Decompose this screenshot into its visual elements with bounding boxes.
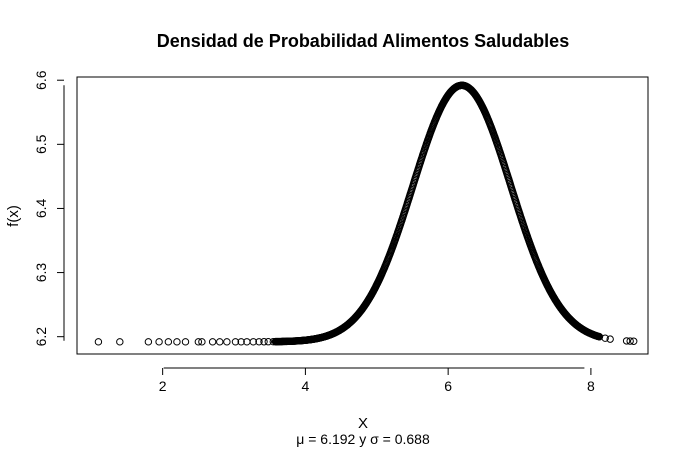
x-axis-label: X: [358, 415, 368, 432]
x-tick-label: 6: [444, 378, 452, 394]
data-point: [116, 338, 124, 346]
data-point: [208, 338, 217, 346]
data-point: [622, 337, 631, 345]
y-tick-label: 6.4: [33, 199, 49, 219]
data-point: [94, 338, 103, 346]
y-axis-ticks: 6.2 6.3 6.4 6.5 6.6: [33, 70, 64, 346]
data-point: [194, 338, 203, 346]
x-tick-label: 8: [587, 378, 595, 394]
data-point: [255, 338, 263, 346]
data-point: [164, 338, 173, 346]
data-point: [231, 338, 240, 346]
data-point: [260, 338, 268, 346]
y-tick-label: 6.3: [33, 263, 49, 283]
scatter-points: [94, 81, 638, 346]
data-point: [249, 338, 257, 346]
data-point: [237, 338, 245, 346]
data-point: [630, 337, 638, 345]
data-point: [173, 338, 181, 346]
y-tick-label: 6.5: [33, 134, 49, 154]
data-point: [198, 338, 206, 346]
chart-title: Densidad de Probabilidad Alimentos Salud…: [157, 31, 569, 51]
chart-subtitle: μ = 6.192 y σ = 0.688: [296, 431, 430, 447]
x-axis-ticks: 2 4 6 8: [159, 368, 595, 394]
data-point: [155, 338, 163, 346]
x-tick-label: 4: [302, 378, 310, 394]
data-point: [216, 338, 224, 346]
x-tick-label: 2: [159, 378, 167, 394]
data-point: [181, 338, 190, 346]
data-point: [223, 338, 231, 346]
data-point: [264, 338, 272, 346]
y-axis-label: f(x): [5, 205, 22, 227]
data-point: [626, 337, 634, 345]
y-tick-label: 6.6: [33, 70, 49, 90]
data-point: [595, 333, 604, 341]
y-tick-label: 6.2: [33, 327, 49, 347]
plot-frame: [76, 76, 649, 355]
data-point: [144, 338, 153, 346]
data-point: [606, 335, 614, 343]
